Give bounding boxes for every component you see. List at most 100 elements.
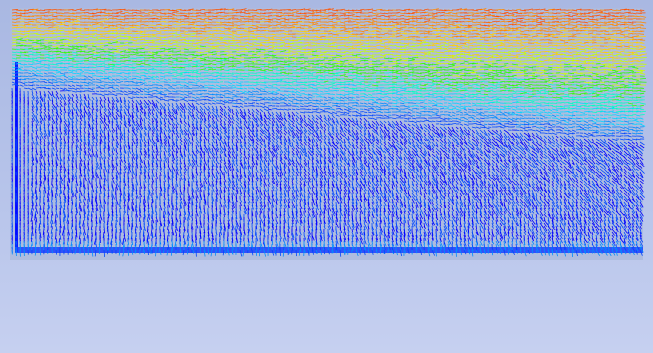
velocity-vector: [439, 9, 447, 12]
velocity-vector: [507, 12, 515, 15]
velocity-vector: [367, 18, 375, 21]
velocity-vector: [595, 36, 602, 39]
velocity-vector: [527, 8, 533, 11]
velocity-vector: [491, 15, 499, 18]
velocity-vector: [427, 17, 435, 20]
velocity-vector: [523, 29, 530, 32]
velocity-vector: [371, 17, 377, 20]
velocity-vector: [451, 35, 458, 38]
velocity-vector: [171, 10, 179, 14]
velocity-vector: [139, 33, 146, 36]
velocity-vector: [199, 45, 206, 48]
velocity-vector: [95, 11, 102, 14]
velocity-vector: [471, 29, 478, 32]
velocity-vector: [367, 8, 373, 11]
velocity-vector: [175, 33, 181, 36]
velocity-vector: [519, 17, 525, 20]
velocity-vector: [147, 41, 155, 44]
velocity-vector: [267, 36, 275, 39]
velocity-vector: [71, 20, 79, 23]
velocity-vector: [35, 30, 41, 32]
velocity-vector: [175, 35, 182, 38]
velocity-vector: [411, 30, 419, 33]
velocity-vector: [191, 32, 197, 35]
velocity-vector: [295, 12, 302, 15]
velocity-vector: [79, 33, 85, 36]
velocity-vector: [595, 11, 603, 14]
velocity-vector: [327, 20, 333, 23]
velocity-vector: [307, 12, 315, 15]
velocity-vector: [291, 27, 297, 29]
velocity-vector: [275, 11, 283, 14]
velocity-vector: [559, 33, 566, 36]
velocity-vector: [307, 9, 315, 12]
velocity-vector: [363, 26, 369, 29]
velocity-vector: [559, 35, 565, 38]
velocity-vector: [479, 15, 487, 18]
velocity-vector: [255, 29, 261, 32]
velocity-vector: [43, 39, 51, 42]
velocity-vector: [219, 11, 225, 14]
velocity-vector: [607, 23, 614, 26]
velocity-vector: [279, 39, 285, 42]
velocity-vector: [235, 36, 243, 39]
velocity-vector: [359, 18, 366, 21]
velocity-vector: [159, 36, 166, 39]
bottom-wall: [15, 247, 643, 253]
velocity-vector: [395, 42, 401, 44]
velocity-vector: [603, 38, 611, 41]
velocity-vector: [339, 12, 346, 14]
velocity-vector: [287, 14, 294, 17]
velocity-vector: [59, 42, 66, 45]
velocity-vector: [559, 24, 566, 27]
velocity-vector: [147, 9, 153, 12]
velocity-vector: [431, 24, 437, 27]
velocity-vector: [171, 44, 179, 47]
velocity-vector: [75, 8, 83, 11]
velocity-vector: [355, 41, 362, 44]
velocity-vector: [439, 14, 445, 17]
velocity-vector: [103, 12, 110, 15]
velocity-vector: [103, 41, 111, 44]
velocity-vector: [19, 30, 26, 33]
velocity-vector: [515, 23, 521, 26]
velocity-vector: [555, 42, 561, 45]
velocity-vector: [23, 32, 30, 35]
velocity-vector: [111, 18, 117, 20]
velocity-vector: [227, 17, 235, 20]
velocity-vector: [631, 35, 639, 38]
velocity-vector: [299, 8, 306, 11]
velocity-vector: [419, 39, 425, 42]
velocity-vector: [307, 21, 315, 24]
velocity-vector: [215, 36, 223, 39]
velocity-vector: [623, 15, 629, 18]
velocity-vector: [511, 29, 518, 32]
velocity-vector: [311, 30, 317, 32]
velocity-vector: [167, 9, 175, 12]
velocity-vector: [315, 11, 322, 14]
velocity-vector: [195, 33, 203, 35]
velocity-vector: [47, 18, 55, 21]
velocity-vector: [359, 32, 365, 35]
velocity-vector: [227, 44, 234, 47]
velocity-vector: [351, 93, 356, 95]
velocity-vector: [475, 78, 481, 80]
velocity-vector: [507, 9, 513, 12]
velocity-vector: [131, 39, 137, 42]
velocity-vector: [375, 33, 381, 36]
velocity-vector: [135, 31, 143, 35]
velocity-vector: [587, 20, 595, 23]
velocity-vector: [147, 20, 154, 23]
velocity-vector: [51, 45, 59, 48]
velocity-vector: [315, 20, 321, 23]
velocity-vector: [639, 9, 645, 11]
velocity-vector: [71, 15, 78, 18]
velocity-vector: [467, 20, 474, 23]
velocity-vector: [395, 11, 401, 14]
velocity-vector: [299, 12, 307, 15]
velocity-vector: [351, 35, 358, 38]
velocity-vector: [295, 26, 301, 29]
velocity-vector: [139, 38, 146, 41]
velocity-vector: [551, 17, 559, 20]
